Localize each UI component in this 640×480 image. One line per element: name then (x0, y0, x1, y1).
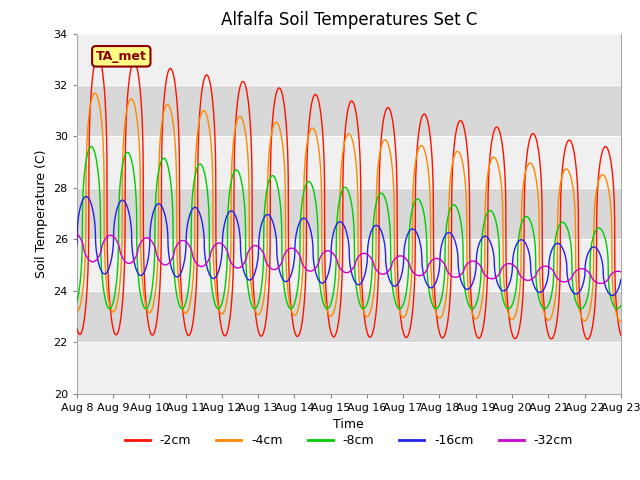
Legend: -2cm, -4cm, -8cm, -16cm, -32cm: -2cm, -4cm, -8cm, -16cm, -32cm (120, 429, 578, 452)
Title: Alfalfa Soil Temperatures Set C: Alfalfa Soil Temperatures Set C (221, 11, 477, 29)
Bar (77, 188, 621, 240)
Bar (77, 342, 621, 394)
Bar (77, 85, 621, 136)
X-axis label: Time: Time (333, 418, 364, 431)
Y-axis label: Soil Temperature (C): Soil Temperature (C) (35, 149, 48, 278)
Bar (77, 136, 621, 188)
Bar (77, 34, 621, 85)
Bar (77, 291, 621, 342)
Bar (77, 240, 621, 291)
Text: TA_met: TA_met (96, 50, 147, 63)
